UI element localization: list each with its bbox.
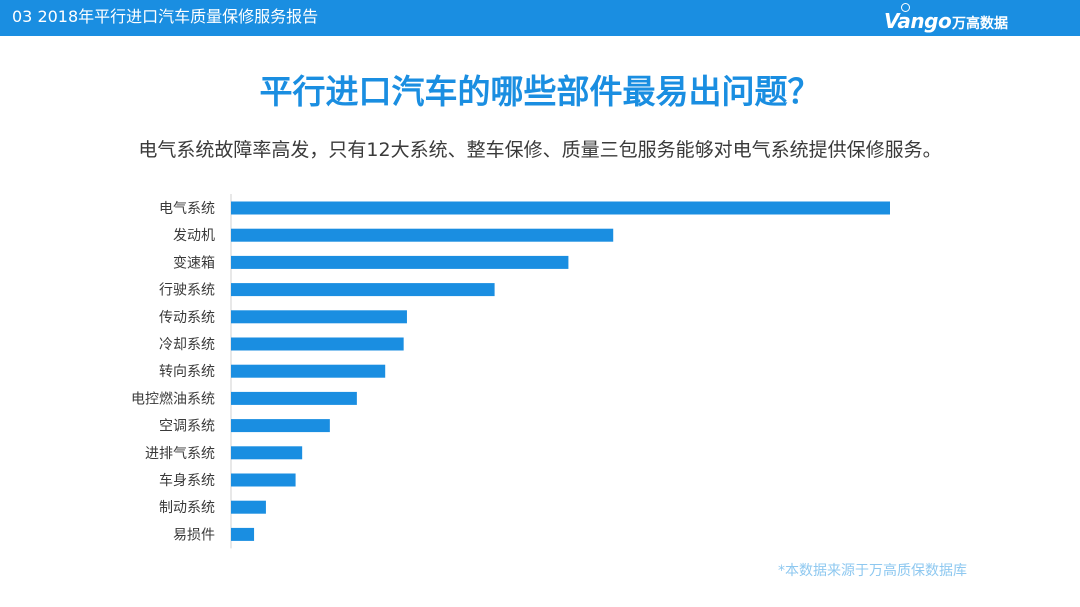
category-label: 易损件 [173, 527, 215, 543]
header-bar: 03 2018年平行进口汽车质量保修服务报告 Vango 万高数据 [0, 0, 1080, 36]
bar [231, 201, 890, 215]
source-footnote: *本数据来源于万高质保数据库 [778, 563, 967, 579]
logo-ring-icon [901, 3, 910, 12]
category-label: 制动系统 [159, 500, 215, 516]
category-label: 电控燃油系统 [131, 390, 215, 407]
bar [231, 527, 255, 541]
category-label: 发动机 [173, 228, 215, 244]
bar-chart: 电气系统发动机变速箱行驶系统传动系统冷却系统转向系统电控燃油系统空调系统进排气系… [131, 194, 890, 549]
section-label: 03 2018年平行进口汽车质量保修服务报告 [12, 7, 319, 26]
category-label: 变速箱 [173, 255, 215, 271]
category-label: 传动系统 [159, 310, 215, 326]
page-subtitle: 电气系统故障率高发，只有12大系统、整车保修、质量三包服务能够对电气系统提供保修… [138, 139, 942, 161]
category-label: 进排气系统 [145, 446, 215, 462]
category-label: 冷却系统 [159, 337, 215, 353]
category-label: 空调系统 [159, 419, 215, 435]
page-title: 平行进口汽车的哪些部件最易出问题？ [259, 72, 821, 111]
bar [231, 310, 407, 324]
bar [231, 391, 357, 405]
bar [231, 500, 266, 514]
bar [231, 255, 569, 269]
bar [231, 337, 404, 351]
bar [231, 228, 614, 242]
category-label: 转向系统 [159, 364, 215, 380]
category-label: 车身系统 [159, 472, 215, 489]
bar [231, 364, 386, 378]
logo-cn-text: 万高数据 [952, 16, 1008, 32]
logo-wordmark: Vango [884, 9, 952, 33]
category-label: 行驶系统 [159, 283, 215, 299]
bar [231, 283, 495, 297]
category-label: 电气系统 [159, 201, 215, 217]
bar [231, 419, 330, 433]
bar [231, 473, 296, 487]
bar [231, 446, 303, 460]
